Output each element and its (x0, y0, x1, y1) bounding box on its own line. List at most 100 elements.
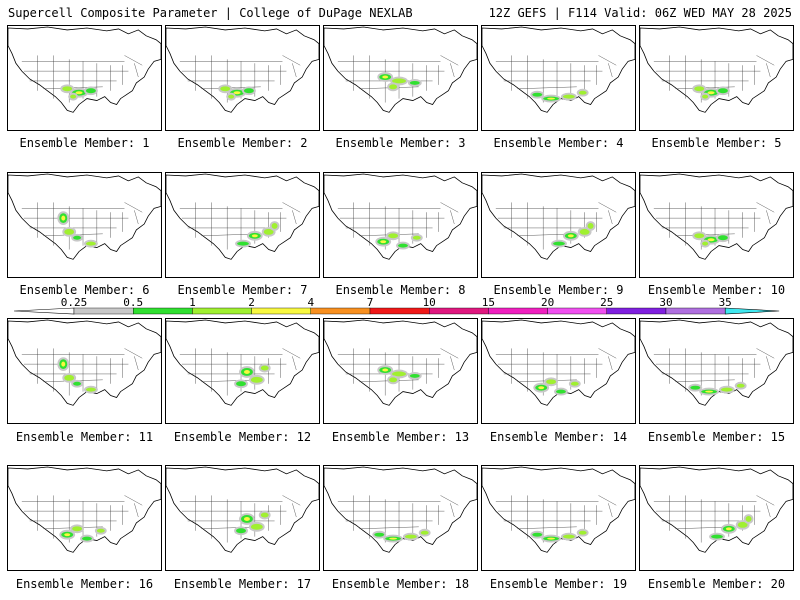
ensemble-map-panel (639, 318, 794, 424)
scp-contour-mid (720, 387, 733, 392)
state-border (124, 348, 143, 359)
scp-contour-mid (250, 376, 263, 383)
scp-contour-high (233, 91, 241, 95)
scp-contour-high (61, 215, 66, 221)
scp-contour-mid (737, 521, 748, 528)
colorbar-tick-label: 4 (307, 296, 314, 309)
scp-contour-mid (532, 92, 543, 97)
coastline (640, 319, 793, 406)
colorbar-tick-label: 0.5 (123, 296, 143, 309)
scp-contour-mid (85, 387, 96, 392)
colorbar-tick-label: 7 (367, 296, 374, 309)
scp-contour-high (75, 91, 83, 95)
scp-contour-mid (736, 383, 745, 388)
scp-contour-high (61, 361, 66, 367)
scp-contour-mid (562, 94, 575, 99)
colorbar-tick-label: 1 (189, 296, 196, 309)
ensemble-map-panel (639, 25, 794, 131)
state-border (124, 55, 143, 66)
colorbar-segment (665, 307, 726, 315)
state-border (608, 210, 613, 225)
scp-contour-high (251, 234, 258, 238)
ensemble-member-label: Ensemble Member: 9 (493, 283, 624, 297)
scp-contour-mid (702, 241, 709, 246)
state-border (450, 356, 455, 371)
state-border (756, 202, 775, 213)
state-border (598, 495, 617, 506)
scp-contour-mid (62, 86, 73, 92)
colorbar-segment (488, 307, 548, 315)
ensemble-map-panel (481, 25, 636, 131)
scp-contour-mid (694, 233, 705, 239)
scp-contour-mid (73, 381, 82, 386)
scp-contour-high (389, 537, 398, 540)
scp-contour-mid (236, 381, 246, 387)
scp-contour-mid (96, 528, 105, 533)
scp-contour-mid (409, 80, 420, 85)
coastline (324, 466, 477, 553)
scp-contour-mid (388, 233, 399, 239)
ensemble-member-label: Ensemble Member: 8 (335, 283, 466, 297)
colorbar-segment (429, 307, 489, 315)
state-border (517, 526, 577, 529)
scp-contour-high (243, 370, 250, 374)
coastline (640, 26, 793, 113)
state-border (517, 86, 577, 89)
state-border (766, 356, 771, 371)
scp-contour-mid (578, 530, 587, 535)
coastline (166, 26, 319, 113)
coastline (324, 26, 477, 113)
state-border (450, 503, 455, 518)
ensemble-map-panel (481, 172, 636, 278)
ensemble-map-panel (165, 172, 320, 278)
colorbar-tick-label: 10 (423, 296, 436, 309)
scp-contour-high (380, 240, 387, 244)
scp-contour-mid (260, 512, 269, 518)
scp-contour-high (547, 537, 556, 540)
scp-contour-mid (64, 374, 75, 381)
ensemble-map-panel (323, 25, 478, 131)
state-border (292, 63, 297, 78)
colorbar-tick-label: 30 (659, 296, 672, 309)
state-border (292, 503, 297, 518)
header-title: Supercell Composite Parameter | College … (8, 6, 413, 20)
ensemble-map-panel (323, 318, 478, 424)
scp-contour-mid (702, 94, 709, 99)
scp-contour-high (243, 517, 250, 521)
colorbar-segment (310, 307, 371, 315)
scp-contour-high (538, 386, 545, 390)
coastline (640, 466, 793, 553)
scp-contour-mid (420, 530, 429, 535)
scp-contour-mid (263, 228, 274, 235)
ensemble-member-label: Ensemble Member: 5 (651, 136, 782, 150)
state-border (292, 210, 297, 225)
state-border (756, 55, 775, 66)
scp-contour-high (567, 234, 574, 238)
scp-contour-high (705, 390, 714, 393)
scp-contour-mid (220, 86, 231, 92)
ensemble-member-label: Ensemble Member: 12 (173, 430, 312, 444)
scp-contour-mid (578, 90, 587, 95)
colorbar-high-arrow (724, 307, 780, 315)
scp-contour-mid (717, 88, 728, 94)
coastline (166, 173, 319, 260)
coastline (482, 319, 635, 406)
scp-contour-mid (553, 241, 565, 246)
ensemble-map-panel (323, 172, 478, 278)
ensemble-map-panel (481, 318, 636, 424)
state-border (134, 63, 139, 78)
scp-contour-mid (389, 84, 398, 90)
ensemble-member-label: Ensemble Member: 14 (489, 430, 628, 444)
scp-contour-high (707, 91, 715, 95)
scp-contour-mid (398, 243, 408, 248)
scp-contour-mid (271, 223, 278, 229)
scp-contour-mid (694, 86, 705, 92)
colorbar-tick-label: 35 (719, 296, 732, 309)
scp-contour-high (547, 97, 556, 100)
state-border (134, 210, 139, 225)
state-border (756, 348, 775, 359)
scp-contour-mid (392, 78, 406, 84)
scp-contour-mid (374, 532, 385, 537)
ensemble-map-panel (639, 465, 794, 571)
state-border (450, 210, 455, 225)
